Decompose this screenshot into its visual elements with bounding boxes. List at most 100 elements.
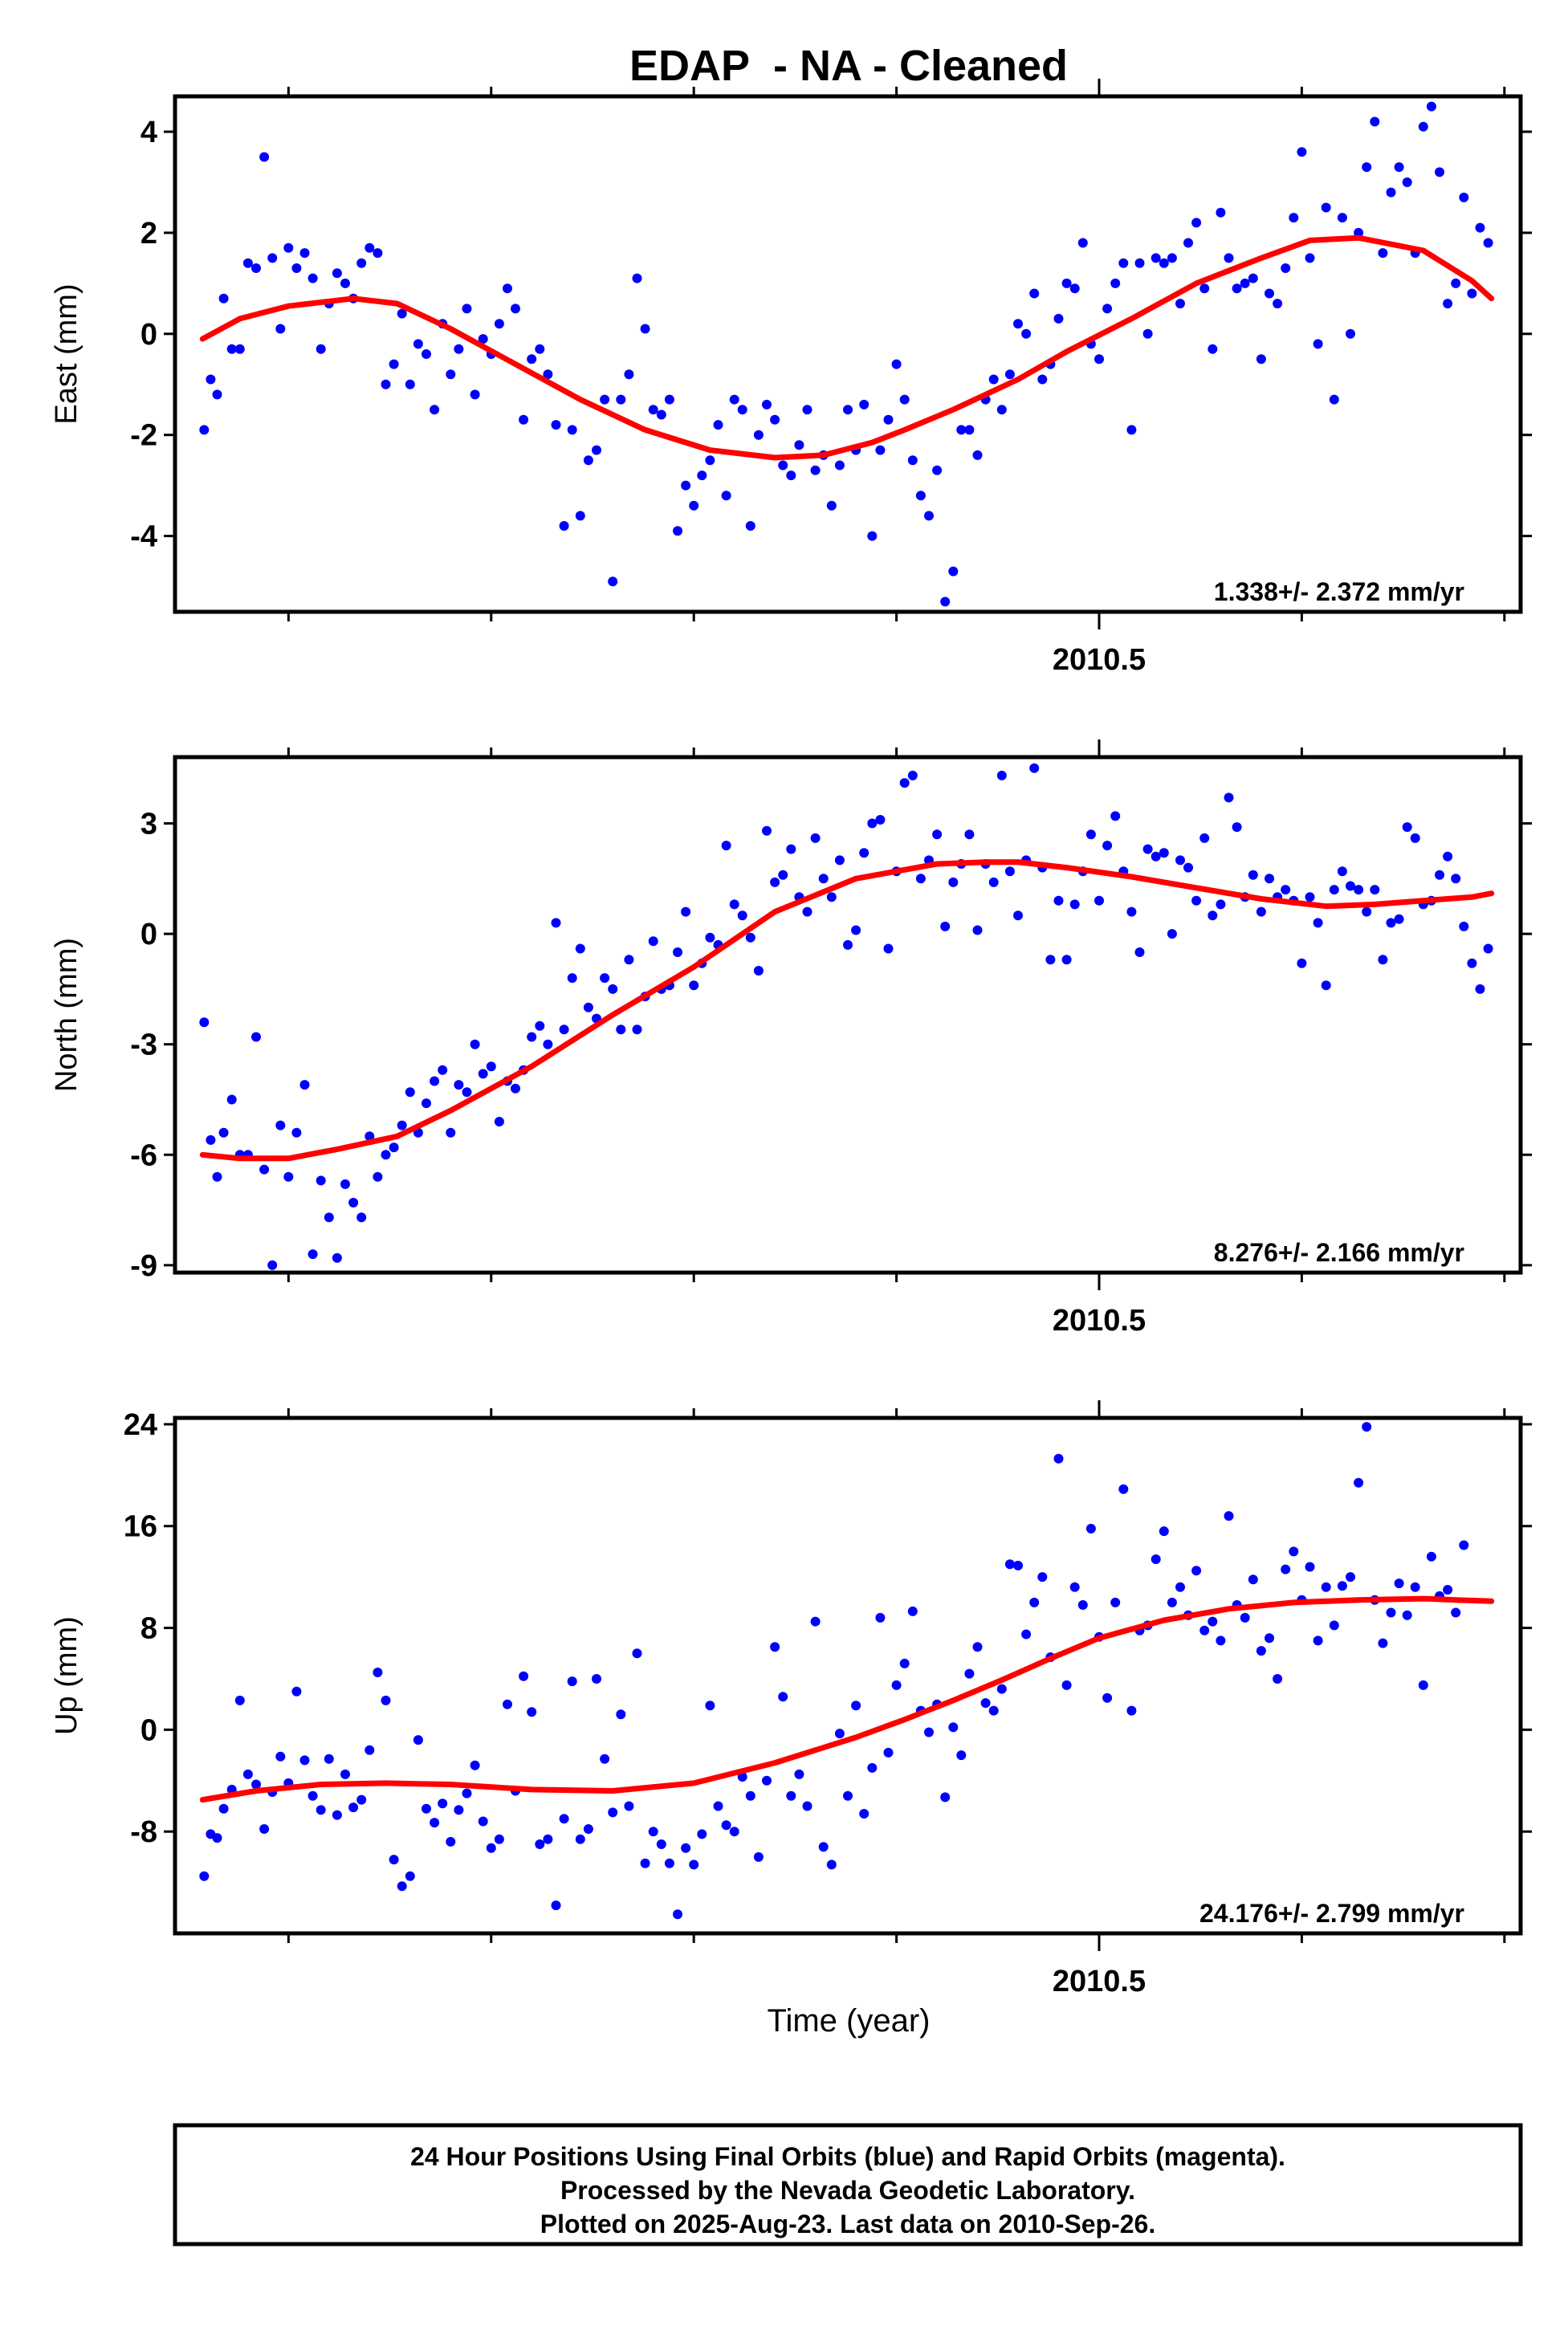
data-point-east (218, 293, 229, 303)
data-point-north (332, 1253, 342, 1263)
data-point-east (543, 369, 553, 380)
data-point-east (1418, 121, 1428, 132)
data-point-north (899, 778, 910, 788)
data-point-north (1297, 958, 1307, 968)
data-point-up (405, 1871, 415, 1881)
data-point-up (608, 1807, 618, 1818)
data-point-east (356, 258, 367, 268)
data-point-north (583, 1002, 593, 1012)
data-point-up (373, 1668, 383, 1677)
data-point-north (1248, 870, 1258, 880)
data-point-north (575, 943, 585, 954)
data-point-east (234, 344, 245, 354)
data-point-east (592, 445, 601, 455)
data-point-north (1004, 866, 1015, 877)
data-point-up (1110, 1597, 1121, 1607)
data-point-east (697, 470, 707, 481)
data-point-north (616, 1024, 626, 1035)
data-point-up (1191, 1566, 1202, 1576)
data-point-up (1484, 0, 1493, 5)
data-point-north (624, 955, 634, 965)
data-point-north (745, 932, 755, 943)
data-point-east (883, 414, 894, 425)
data-point-north (1451, 874, 1461, 884)
data-point-east (940, 597, 951, 607)
data-point-east (713, 420, 723, 430)
data-point-east (673, 526, 682, 536)
data-point-north (1329, 885, 1339, 895)
data-point-up (996, 1684, 1007, 1694)
data-point-up (1013, 1560, 1023, 1570)
data-point-up (1443, 1585, 1453, 1595)
data-point-north (365, 1131, 375, 1142)
data-point-up (199, 1871, 210, 1881)
data-point-east (1037, 374, 1048, 385)
rate-label-east: 1.338+/- 2.372 mm/yr (1214, 577, 1464, 606)
data-point-north (1386, 918, 1396, 928)
data-point-up (924, 1727, 934, 1737)
data-point-east (1459, 192, 1469, 202)
data-point-up (218, 1803, 229, 1814)
data-point-east (1443, 299, 1453, 309)
data-point-up (1394, 1578, 1404, 1589)
data-point-north (875, 815, 886, 825)
data-point-east (519, 414, 529, 425)
y-tick-label-north: -3 (130, 1029, 157, 1062)
data-point-north (1346, 881, 1355, 891)
data-point-east (1029, 288, 1040, 299)
panel-north-points (199, 763, 1493, 1270)
data-point-north (1313, 918, 1323, 928)
y-tick-label-up: -8 (130, 1815, 157, 1849)
data-point-up (340, 1769, 350, 1779)
data-point-east (988, 374, 999, 385)
data-point-up (818, 1842, 829, 1852)
data-point-north (1305, 892, 1315, 902)
data-point-north (1094, 895, 1104, 906)
data-point-up (851, 1701, 861, 1711)
data-point-up (624, 1801, 634, 1811)
data-point-north (721, 841, 731, 851)
data-point-up (980, 1698, 991, 1709)
data-point-east (1232, 283, 1242, 294)
data-point-east (1061, 278, 1072, 288)
data-point-east (307, 273, 318, 283)
data-point-east (1321, 202, 1331, 213)
y-tick-label-up: 16 (124, 1510, 157, 1544)
data-point-east (478, 334, 488, 344)
data-point-north (1199, 833, 1210, 843)
data-point-east (511, 303, 520, 314)
data-point-east (1305, 253, 1315, 263)
data-point-up (430, 1818, 440, 1828)
data-point-up (697, 1829, 707, 1839)
data-point-north (1475, 984, 1485, 994)
data-point-up (551, 1900, 561, 1911)
data-point-north (307, 1249, 318, 1260)
data-point-up (616, 1709, 626, 1720)
data-point-east (875, 445, 886, 455)
data-point-north (1102, 841, 1113, 851)
data-point-north (1265, 874, 1274, 884)
data-point-north (535, 1020, 545, 1031)
data-point-up (1476, 0, 1485, 5)
data-point-east (1256, 354, 1266, 365)
data-point-east (1118, 258, 1129, 268)
data-point-up (212, 1833, 222, 1843)
data-point-east (915, 491, 926, 501)
data-point-east (567, 425, 577, 435)
y-axis-label-east: East (mm) (50, 283, 83, 424)
x-tick-label-north: 2010.5 (1053, 1304, 1146, 1338)
footer-box: 24 Hour Positions Using Final Orbits (bl… (173, 2123, 1523, 2246)
data-point-north (381, 1150, 391, 1160)
data-point-east (199, 425, 210, 435)
data-point-up (875, 1612, 886, 1623)
data-point-north (1281, 885, 1291, 895)
data-point-up (259, 1824, 270, 1834)
panel-up-frame (173, 1416, 1523, 1936)
data-point-north (988, 877, 999, 887)
data-point-up (721, 1820, 731, 1831)
data-point-north (737, 910, 747, 921)
y-tick-label-up: 24 (124, 1408, 157, 1442)
data-point-east (365, 242, 375, 253)
data-point-up (899, 1658, 910, 1668)
data-point-east (397, 308, 407, 319)
